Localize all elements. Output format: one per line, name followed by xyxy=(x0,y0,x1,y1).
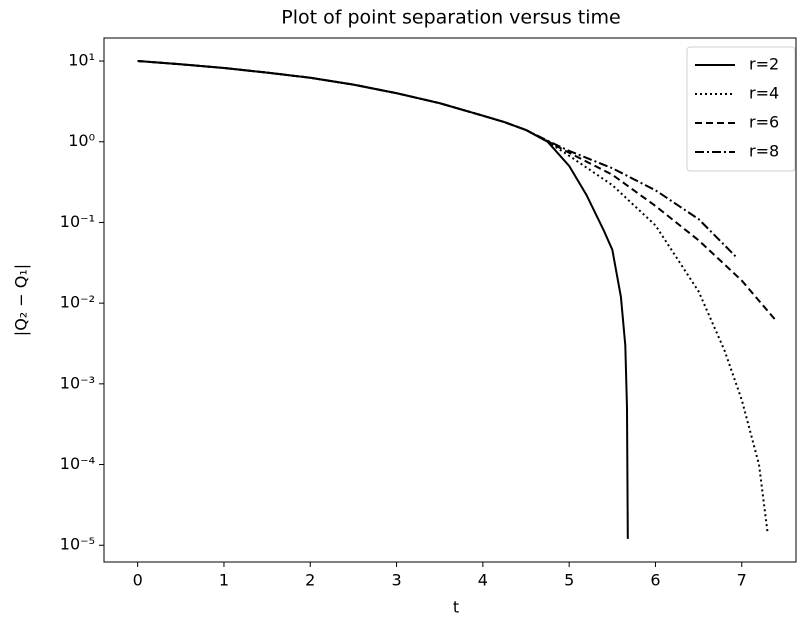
x-tick-label: 0 xyxy=(133,571,143,590)
y-axis-label: |Q₂ − Q₁| xyxy=(12,264,31,336)
legend-label: r=2 xyxy=(749,55,779,74)
legend-box xyxy=(686,46,796,172)
x-tick-label: 6 xyxy=(650,571,660,590)
legend-label: r=6 xyxy=(749,113,779,132)
y-tick-label: 10⁻¹ xyxy=(60,212,95,231)
chart-title: Plot of point separation versus time xyxy=(281,7,620,29)
x-tick-label: 1 xyxy=(219,571,229,590)
y-tick-label: 10⁻³ xyxy=(60,373,95,392)
x-axis-label: t xyxy=(453,598,459,617)
y-tick-label: 10⁻² xyxy=(60,293,95,312)
x-tick-label: 4 xyxy=(478,571,488,590)
legend-label: r=8 xyxy=(749,142,779,161)
x-tick-label: 5 xyxy=(564,571,574,590)
x-tick-label: 3 xyxy=(391,571,401,590)
x-tick-label: 7 xyxy=(737,571,747,590)
y-tick-label: 10⁻⁴ xyxy=(60,454,95,473)
series-line xyxy=(137,60,778,322)
series-line xyxy=(137,60,769,534)
y-tick-label: 10⁻⁵ xyxy=(60,535,95,554)
plot-frame xyxy=(103,37,797,563)
series-line xyxy=(137,60,739,260)
legend-label: r=4 xyxy=(749,84,779,103)
y-tick-label: 10⁰ xyxy=(68,131,95,150)
y-tick-label: 10¹ xyxy=(68,51,95,70)
series-line xyxy=(137,60,629,539)
x-tick-label: 2 xyxy=(305,571,315,590)
